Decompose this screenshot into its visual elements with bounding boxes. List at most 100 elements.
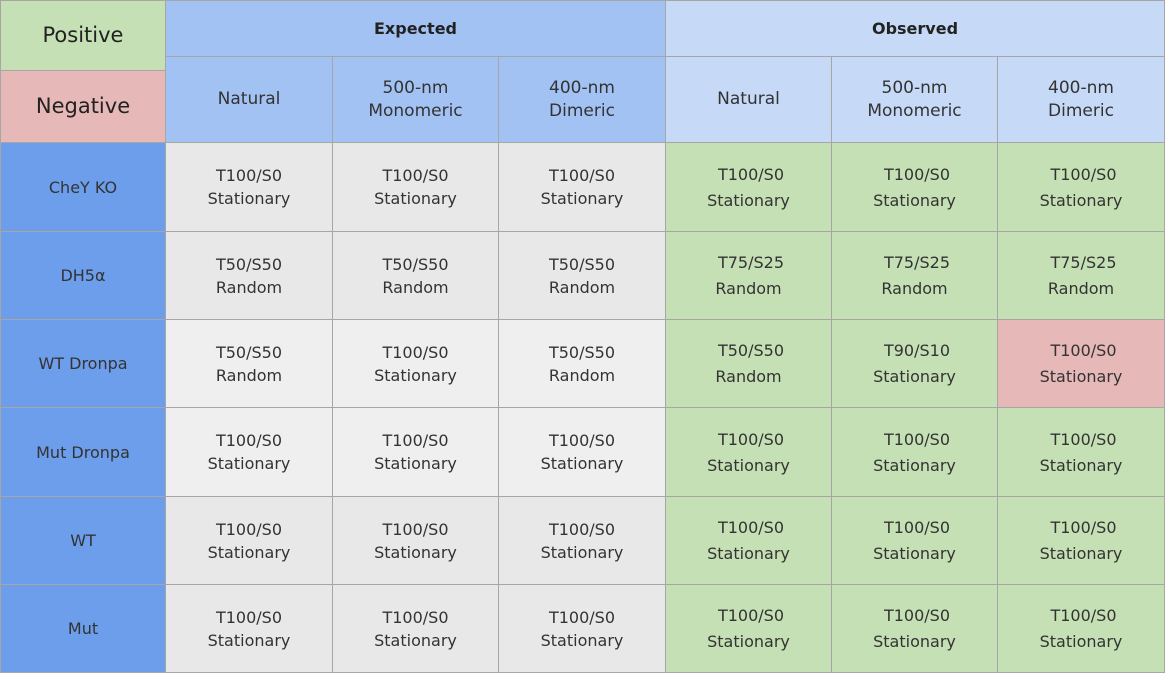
cell-ratio: T100/S0 — [382, 431, 449, 450]
cell-behavior: Stationary — [1039, 544, 1123, 563]
result-cell: T100/S0 Stationary — [666, 585, 832, 673]
column-header-line: Monomeric — [368, 100, 463, 121]
cell-ratio: T100/S0 — [1050, 341, 1117, 360]
cell-behavior: Stationary — [707, 544, 790, 563]
legend-positive-label: Positive — [42, 23, 124, 47]
cell-behavior: Stationary — [207, 189, 291, 208]
cell-behavior: Stationary — [873, 632, 956, 651]
result-cell: T100/S0 Stationary — [998, 585, 1165, 673]
result-cell: T100/S0 Stationary — [166, 497, 333, 585]
result-cell: T100/S0 Stationary — [666, 497, 832, 585]
cell-ratio: T100/S0 — [215, 519, 283, 539]
cell-behavior: Random — [215, 365, 283, 385]
cell-ratio: T100/S0 — [883, 429, 951, 449]
cell-behavior: Stationary — [707, 632, 790, 651]
column-header: 500-nm Monomeric — [832, 57, 998, 143]
result-cell: T100/S0 Stationary — [998, 320, 1165, 408]
cell-ratio: T100/S0 — [883, 606, 951, 625]
cell-behavior: Stationary — [1039, 455, 1123, 475]
cell-ratio: T100/S0 — [548, 519, 616, 539]
cell-behavior: Random — [382, 277, 449, 297]
cell-ratio: T75/S25 — [1050, 253, 1117, 272]
cell-behavior: Stationary — [207, 454, 291, 473]
cell-behavior: Stationary — [1039, 190, 1123, 210]
column-header-line: 400-nm — [549, 77, 615, 98]
result-cell: T100/S0 Stationary — [166, 585, 333, 673]
cell-ratio: T100/S0 — [1050, 164, 1117, 184]
column-header-line: 500-nm — [881, 77, 948, 98]
result-cell: T100/S0 Stationary — [333, 585, 499, 673]
cell-behavior: Random — [548, 365, 616, 385]
cell-ratio: T100/S0 — [382, 166, 449, 185]
cell-behavior: Stationary — [207, 542, 291, 562]
column-header-line: Natural — [217, 89, 281, 109]
cell-behavior: Stationary — [873, 190, 956, 210]
column-header: 400-nm Dimeric — [998, 57, 1165, 143]
group-label: Observed — [871, 19, 959, 38]
column-header-line: Monomeric — [867, 100, 962, 121]
cell-behavior: Stationary — [374, 454, 457, 473]
result-cell: T50/S50 Random — [333, 232, 499, 320]
cell-ratio: T50/S50 — [215, 254, 283, 274]
column-header-line: 500-nm — [382, 77, 449, 98]
cell-ratio: T100/S0 — [382, 519, 449, 539]
cell-ratio: T100/S0 — [883, 518, 951, 537]
row-header-label: WT — [70, 531, 96, 550]
column-header: 400-nm Dimeric — [499, 57, 666, 143]
result-cell: T100/S0 Stationary — [998, 408, 1165, 497]
cell-behavior: Random — [715, 279, 782, 298]
cell-ratio: T100/S0 — [717, 606, 785, 625]
cell-ratio: T100/S0 — [883, 164, 951, 184]
group-label: Expected — [374, 19, 457, 38]
cell-ratio: T100/S0 — [215, 166, 283, 185]
group-header-expected: Expected — [166, 0, 666, 57]
cell-behavior: Stationary — [707, 455, 790, 475]
result-cell: T100/S0 Stationary — [832, 497, 998, 585]
cell-behavior: Stationary — [540, 454, 624, 473]
row-header: CheY KO — [0, 143, 166, 232]
result-cell: T100/S0 Stationary — [998, 143, 1165, 232]
row-header: DH5α — [0, 232, 166, 320]
cell-behavior: Stationary — [374, 630, 457, 650]
cell-behavior: Stationary — [540, 542, 624, 562]
result-cell: T100/S0 Stationary — [166, 408, 333, 497]
result-cell: T50/S50 Random — [166, 232, 333, 320]
result-cell: T75/S25 Random — [666, 232, 832, 320]
result-cell: T100/S0 Stationary — [333, 143, 499, 232]
cell-behavior: Stationary — [873, 544, 956, 563]
cell-behavior: Stationary — [707, 190, 790, 210]
cell-behavior: Random — [715, 367, 782, 386]
cell-behavior: Stationary — [540, 630, 624, 650]
cell-behavior: Stationary — [540, 189, 624, 208]
row-header-label: Mut — [67, 619, 99, 638]
result-cell: T100/S0 Stationary — [832, 143, 998, 232]
row-header-label: DH5α — [60, 266, 106, 285]
result-cell: T100/S0 Stationary — [666, 408, 832, 497]
cell-ratio: T100/S0 — [382, 342, 449, 362]
column-header-line: Dimeric — [1048, 100, 1114, 121]
cell-ratio: T50/S50 — [717, 341, 785, 360]
cell-ratio: T100/S0 — [717, 429, 785, 449]
cell-ratio: T90/S10 — [883, 341, 951, 360]
cell-behavior: Stationary — [374, 542, 457, 562]
result-cell: T100/S0 Stationary — [832, 585, 998, 673]
column-header-line: 400-nm — [1048, 77, 1114, 98]
cell-behavior: Stationary — [1039, 367, 1123, 386]
group-header-observed: Observed — [666, 0, 1165, 57]
result-cell: T100/S0 Stationary — [499, 408, 666, 497]
row-header: Mut — [0, 585, 166, 673]
cell-ratio: T75/S25 — [883, 253, 951, 272]
cell-ratio: T100/S0 — [215, 607, 283, 627]
row-header: WT Dronpa — [0, 320, 166, 408]
cell-ratio: T75/S25 — [717, 253, 785, 272]
cell-ratio: T100/S0 — [215, 431, 283, 450]
row-header: WT — [0, 497, 166, 585]
cell-ratio: T50/S50 — [382, 254, 449, 274]
cell-behavior: Stationary — [873, 367, 956, 386]
cell-ratio: T100/S0 — [1050, 429, 1117, 449]
result-cell: T50/S50 Random — [499, 232, 666, 320]
legend-negative: Negative — [0, 71, 166, 143]
result-cell: T90/S10 Stationary — [832, 320, 998, 408]
column-header-line: Natural — [717, 89, 780, 109]
